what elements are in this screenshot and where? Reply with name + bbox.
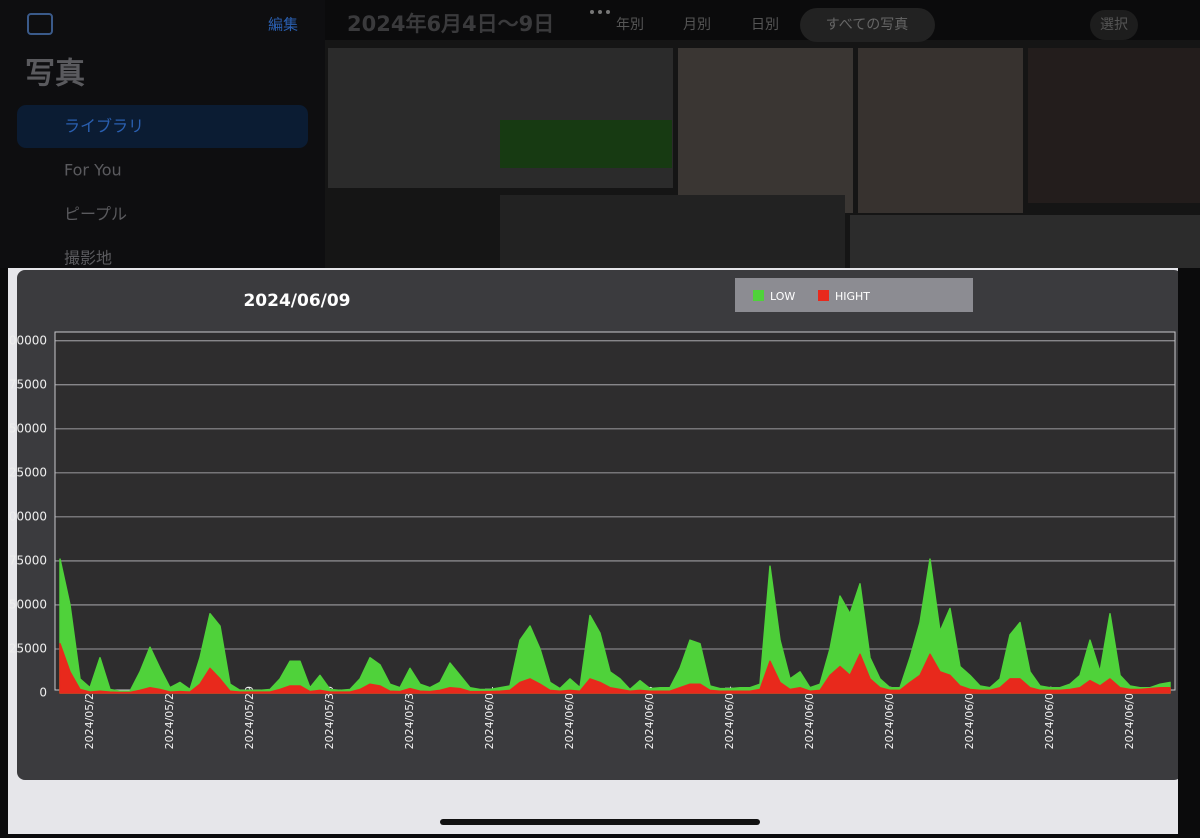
y-tick-label: 150000: [1, 421, 47, 435]
segment[interactable]: 月別: [683, 17, 711, 33]
select-button[interactable]: 選択: [1100, 17, 1128, 33]
select-pill: [1090, 10, 1138, 40]
segment[interactable]: すべての写真: [826, 17, 908, 33]
app-title: 写真: [25, 57, 85, 92]
x-tick-label: 2024/06/09: [1123, 686, 1136, 749]
thumbnail[interactable]: [858, 48, 1023, 213]
x-tick-label: 2024/05/29: [243, 686, 256, 749]
x-tick-label: 2024/06/01: [483, 686, 496, 749]
handle-dot: [590, 10, 594, 14]
x-tick-label: 2024/06/05: [803, 686, 816, 749]
thumbnail[interactable]: [678, 48, 853, 213]
chart: 2024/06/09 0 25000 50000 75000 100000 125000 15…: [1, 278, 1175, 749]
header-title: 2024年6月4日〜9日: [347, 12, 554, 36]
y-tick-label: 75000: [9, 553, 47, 567]
chart-title: 2024/06/09: [243, 291, 350, 311]
segment-selected: [800, 8, 935, 42]
x-tick-label: 2024/06/06: [883, 686, 896, 749]
segment[interactable]: 年別: [616, 17, 644, 33]
x-tick-label: 2024/06/08: [1043, 686, 1056, 749]
sidebar-item[interactable]: For You: [64, 161, 122, 180]
y-tick-label: 200000: [1, 333, 47, 347]
legend-swatch: [818, 290, 829, 301]
x-tick-label: 2024/06/07: [963, 686, 976, 749]
photo: 2024/06/09 0 25000 50000 75000 100000 125000 15…: [1, 268, 1178, 834]
x-tick-label: 2024/05/28: [163, 686, 176, 749]
y-tick-label: 50000: [9, 597, 47, 611]
x-tick-label: 2024/06/02: [563, 686, 576, 749]
legend: [735, 278, 973, 312]
x-tick-label: 2024/05/30: [323, 686, 336, 749]
legend-label: LOW: [770, 290, 795, 303]
thumbnail[interactable]: [850, 215, 1200, 268]
legend-swatch: [753, 290, 764, 301]
y-tick-label: 0: [39, 686, 47, 700]
y-tick-label: 100000: [1, 509, 47, 523]
y-tick-label: 125000: [1, 465, 47, 479]
segment[interactable]: 日別: [751, 17, 779, 33]
sidebar-item[interactable]: ライブラリ: [64, 117, 144, 136]
handle-dot: [598, 10, 602, 14]
x-tick-label: 2024/05/27: [83, 686, 96, 749]
thumbnail[interactable]: [500, 120, 672, 168]
sidebar-toggle[interactable]: [27, 13, 53, 35]
plot-area: [54, 331, 1176, 691]
sidebar-item[interactable]: ピープル: [64, 205, 127, 224]
sidebar-item[interactable]: 撮影地: [64, 249, 112, 268]
x-tick-label: 2024/06/04: [723, 686, 736, 749]
area: [59, 558, 1171, 694]
edit-button[interactable]: 編集: [268, 16, 298, 34]
area: [59, 642, 1171, 694]
sidebar-selected: [17, 105, 308, 148]
legend-label: HIGHT: [835, 290, 870, 303]
handle-dot: [606, 10, 610, 14]
x-tick-label: 2024/06/03: [643, 686, 656, 749]
thumbnail[interactable]: [500, 195, 845, 268]
home-indicator: [440, 819, 760, 825]
x-tick-label: 2024/05/31: [403, 686, 416, 749]
y-tick-label: 25000: [9, 641, 47, 655]
thumbnail[interactable]: [1028, 48, 1200, 203]
y-tick-label: 175000: [1, 377, 47, 391]
